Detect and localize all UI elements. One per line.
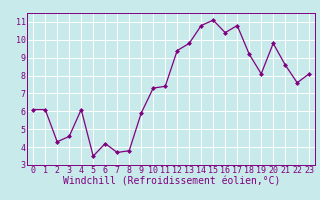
X-axis label: Windchill (Refroidissement éolien,°C): Windchill (Refroidissement éolien,°C) [62,177,280,187]
